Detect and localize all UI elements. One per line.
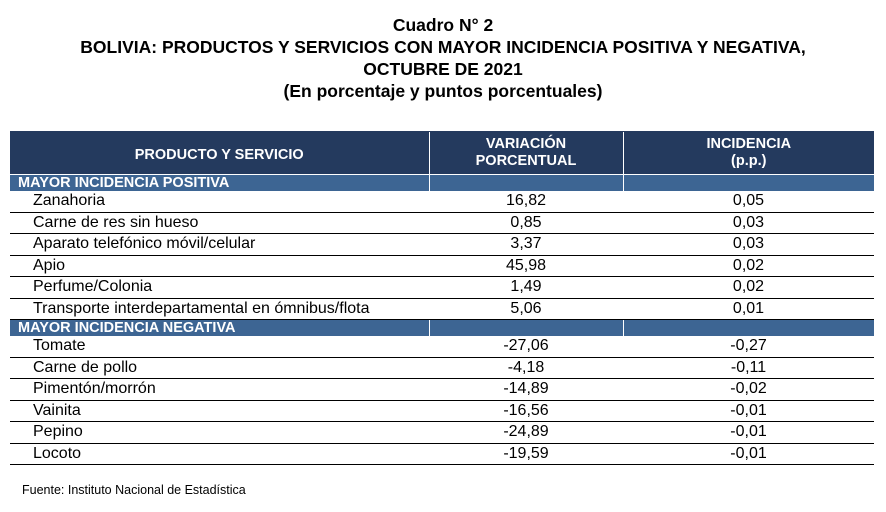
section-empty-cell xyxy=(622,174,874,191)
header-incidence-line1: INCIDENCIA xyxy=(706,136,792,152)
header-variation-line2: PORCENTUAL xyxy=(475,153,577,169)
product-name: Carne de res sin hueso xyxy=(10,212,429,234)
variation-value: 16,82 xyxy=(429,191,623,213)
header-row: PRODUCTO Y SERVICIO VARIACIÓN PORCENTUAL… xyxy=(10,131,874,175)
product-name: Pepino xyxy=(10,421,429,444)
variation-value: 45,98 xyxy=(429,255,623,277)
incidence-value: -0,01 xyxy=(623,400,874,422)
variation-value: 0,85 xyxy=(429,212,623,234)
table-row: Carne de res sin hueso 0,85 0,03 xyxy=(10,212,874,234)
section-row-negative: MAYOR INCIDENCIA NEGATIVA xyxy=(10,319,874,336)
section-label-negative: MAYOR INCIDENCIA NEGATIVA xyxy=(10,319,429,336)
title-date: OCTUBRE DE 2021 xyxy=(363,59,523,79)
product-name: Vainita xyxy=(10,400,429,422)
table-row: Zanahoria 16,82 0,05 xyxy=(10,191,874,213)
variation-value: -4,18 xyxy=(429,357,623,379)
variation-value: -14,89 xyxy=(429,378,623,401)
incidence-value: -0,01 xyxy=(623,443,874,465)
incidence-table: PRODUCTO Y SERVICIO VARIACIÓN PORCENTUAL… xyxy=(10,131,874,465)
title-main: BOLIVIA: PRODUCTOS Y SERVICIOS CON MAYOR… xyxy=(80,37,806,57)
product-name: Zanahoria xyxy=(10,191,429,213)
product-name: Tomate xyxy=(10,336,429,358)
header-variation-line1: VARIACIÓN xyxy=(485,136,567,152)
table-row: Perfume/Colonia 1,49 0,02 xyxy=(10,276,874,299)
header-product: PRODUCTO Y SERVICIO xyxy=(10,131,429,175)
table-row: Tomate -27,06 -0,27 xyxy=(10,336,874,358)
table-row: Vainita -16,56 -0,01 xyxy=(10,400,874,422)
section-empty-cell xyxy=(622,319,874,336)
incidence-value: -0,02 xyxy=(623,378,874,401)
product-name: Pimentón/morrón xyxy=(10,378,429,401)
header-incidence: INCIDENCIA (p.p.) xyxy=(622,131,874,175)
incidence-value: 0,05 xyxy=(623,191,874,213)
table-row: Pimentón/morrón -14,89 -0,02 xyxy=(10,378,874,401)
variation-value: -27,06 xyxy=(429,336,623,358)
table-title: Cuadro N° 2 BOLIVIA: PRODUCTOS Y SERVICI… xyxy=(0,14,886,102)
incidence-value: 0,01 xyxy=(623,298,874,320)
incidence-value: 0,03 xyxy=(623,233,874,256)
table-row: Aparato telefónico móvil/celular 3,37 0,… xyxy=(10,233,874,256)
incidence-value: 0,03 xyxy=(623,212,874,234)
table-row: Transporte interdepartamental en ómnibus… xyxy=(10,298,874,320)
product-name: Locoto xyxy=(10,443,429,465)
incidence-value: -0,11 xyxy=(623,357,874,379)
title-units: (En porcentaje y puntos porcentuales) xyxy=(283,81,603,101)
table-row: Pepino -24,89 -0,01 xyxy=(10,421,874,444)
variation-value: 1,49 xyxy=(429,276,623,299)
variation-value: -24,89 xyxy=(429,421,623,444)
incidence-value: -0,01 xyxy=(623,421,874,444)
table-row: Locoto -19,59 -0,01 xyxy=(10,443,874,465)
variation-value: 3,37 xyxy=(429,233,623,256)
title-number: Cuadro N° 2 xyxy=(392,15,494,35)
section-empty-cell xyxy=(428,174,623,191)
source-note: Fuente: Instituto Nacional de Estadístic… xyxy=(22,483,246,497)
product-name: Apio xyxy=(10,255,429,277)
header-variation: VARIACIÓN PORCENTUAL xyxy=(428,131,623,175)
table-row: Carne de pollo -4,18 -0,11 xyxy=(10,357,874,379)
section-empty-cell xyxy=(428,319,623,336)
variation-value: 5,06 xyxy=(429,298,623,320)
header-incidence-line2: (p.p.) xyxy=(731,153,767,169)
product-name: Perfume/Colonia xyxy=(10,276,429,299)
product-name: Transporte interdepartamental en ómnibus… xyxy=(10,298,429,320)
product-name: Carne de pollo xyxy=(10,357,429,379)
variation-value: -16,56 xyxy=(429,400,623,422)
section-row-positive: MAYOR INCIDENCIA POSITIVA xyxy=(10,174,874,191)
incidence-value: 0,02 xyxy=(623,255,874,277)
header-product-label: PRODUCTO Y SERVICIO xyxy=(134,146,304,163)
table-row: Apio 45,98 0,02 xyxy=(10,255,874,277)
section-label-positive: MAYOR INCIDENCIA POSITIVA xyxy=(10,174,429,191)
incidence-value: 0,02 xyxy=(623,276,874,299)
incidence-value: -0,27 xyxy=(623,336,874,358)
variation-value: -19,59 xyxy=(429,443,623,465)
product-name: Aparato telefónico móvil/celular xyxy=(10,233,429,256)
